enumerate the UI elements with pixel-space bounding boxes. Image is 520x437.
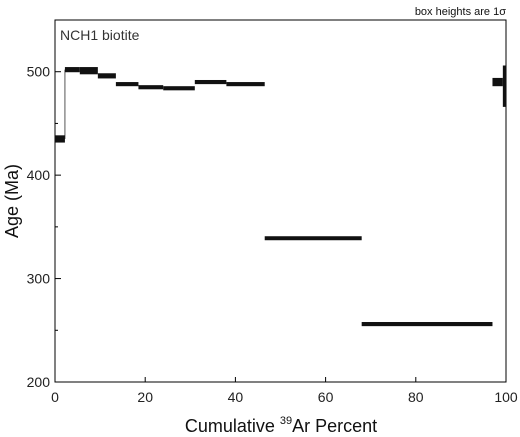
plot-frame (54, 19, 507, 383)
x-axis-title: Cumulative 39Ar Percent (185, 415, 377, 436)
step-boxes (55, 65, 506, 327)
step-box-2 (64, 67, 80, 73)
x-tick-label-60: 60 (318, 389, 334, 405)
x-tick-label-40: 40 (228, 389, 244, 405)
step-box-7 (163, 86, 195, 91)
axis-tick-labels: 0 20 40 60 80 100 200 300 400 500 (27, 64, 518, 405)
x-tick-label-0: 0 (51, 389, 59, 405)
x-tick-label-20: 20 (137, 389, 153, 405)
step-box-12 (492, 77, 503, 87)
step-box-6 (138, 85, 164, 90)
x-tick-label-100: 100 (494, 389, 518, 405)
step-box-8 (194, 79, 227, 85)
step-box-3 (79, 67, 98, 75)
box-height-note: box heights are 1σ (415, 6, 506, 18)
x-tick-label-80: 80 (408, 389, 424, 405)
y-tick-label-500: 500 (27, 64, 51, 80)
step-box-4 (97, 73, 116, 79)
y-axis-title: Age (Ma) (2, 164, 22, 238)
step-box-13 (502, 65, 506, 107)
step-box-10 (264, 236, 362, 241)
step-box-9 (226, 82, 265, 87)
axis-ticks (54, 71, 507, 383)
step-box-11 (361, 322, 493, 327)
panel-label: NCH1 biotite (60, 27, 140, 43)
y-tick-label-200: 200 (27, 374, 51, 390)
step-box-5 (115, 82, 139, 87)
step-box-1 (55, 135, 65, 143)
y-tick-label-400: 400 (27, 167, 51, 183)
y-tick-label-300: 300 (27, 271, 51, 287)
